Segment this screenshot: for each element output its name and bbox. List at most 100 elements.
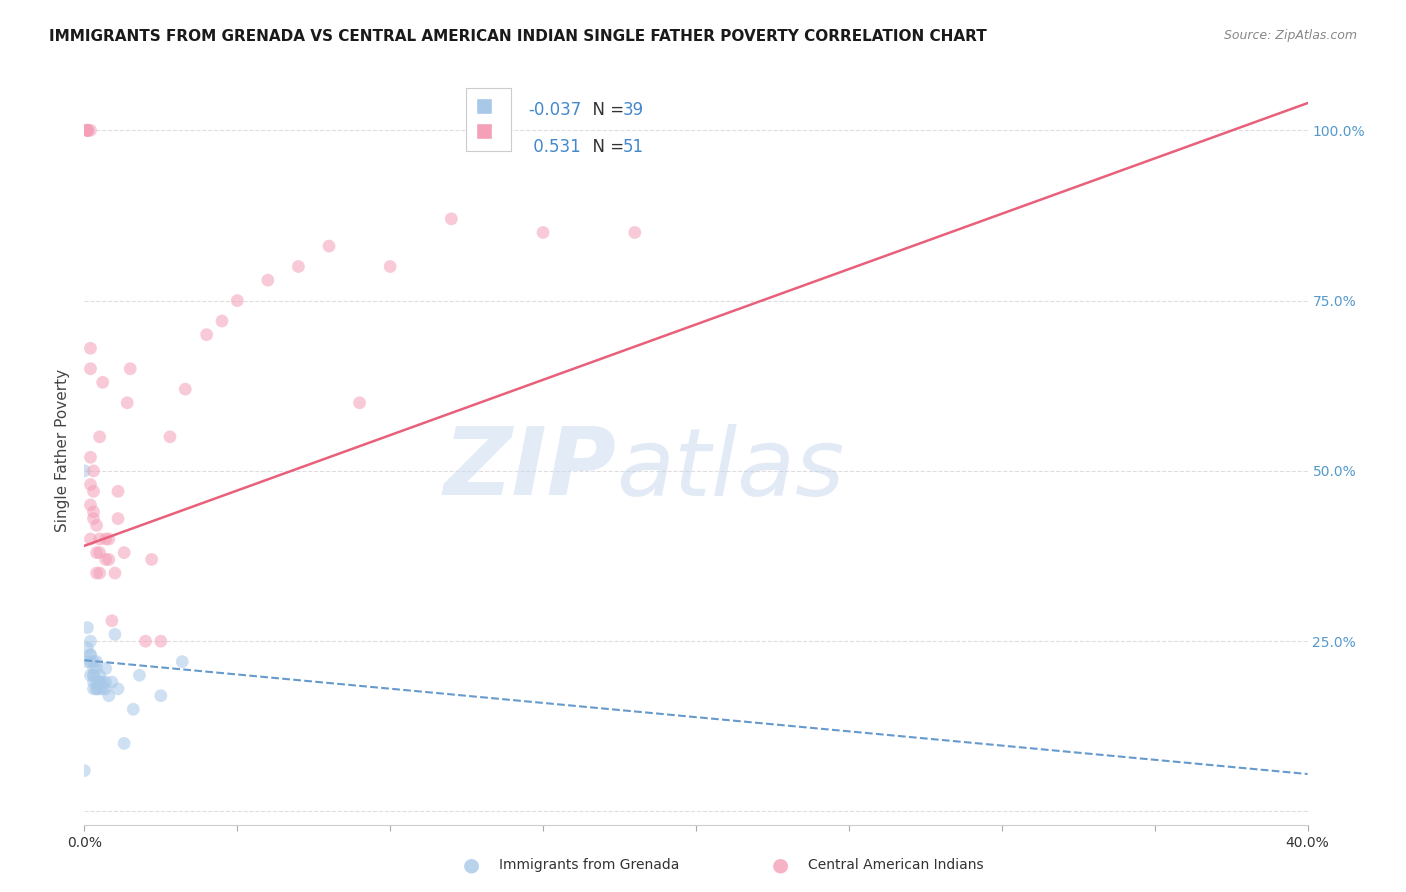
Point	[97, 689, 120, 703]
Text: 39: 39	[623, 101, 644, 119]
Point	[86, 675, 108, 690]
Point	[104, 566, 127, 580]
Point	[79, 123, 101, 137]
Point	[79, 498, 101, 512]
Point	[86, 518, 108, 533]
Point	[79, 648, 101, 662]
Point	[94, 661, 117, 675]
Point	[86, 546, 108, 560]
Point	[86, 681, 108, 696]
Text: 51: 51	[623, 138, 644, 156]
Point	[73, 764, 96, 778]
Point	[89, 532, 111, 546]
Point	[101, 614, 124, 628]
Point	[79, 450, 101, 465]
Point	[112, 736, 135, 750]
Point	[624, 226, 647, 240]
Point	[76, 655, 98, 669]
Text: 0.531: 0.531	[529, 138, 581, 156]
Point	[97, 552, 120, 566]
Point	[79, 668, 101, 682]
Y-axis label: Single Father Poverty: Single Father Poverty	[55, 369, 70, 532]
Point	[76, 123, 98, 137]
Point	[76, 123, 98, 137]
Point	[149, 634, 172, 648]
Point	[76, 621, 98, 635]
Point	[128, 668, 150, 682]
Point	[120, 361, 142, 376]
Point	[149, 689, 172, 703]
Text: ●: ●	[772, 855, 789, 875]
Point	[86, 681, 108, 696]
Point	[440, 211, 463, 226]
Point	[89, 566, 111, 580]
Point	[83, 675, 105, 690]
Point	[89, 675, 111, 690]
Point	[159, 430, 181, 444]
Point	[83, 655, 105, 669]
Text: N =: N =	[582, 138, 630, 156]
Point	[79, 341, 101, 355]
Text: Central American Indians: Central American Indians	[808, 858, 984, 872]
Text: atlas: atlas	[616, 424, 845, 515]
Text: ZIP: ZIP	[443, 423, 616, 516]
Point	[76, 123, 98, 137]
Point	[380, 260, 402, 274]
Point	[83, 464, 105, 478]
Point	[79, 655, 101, 669]
Point	[86, 566, 108, 580]
Point	[91, 675, 114, 690]
Point	[174, 382, 197, 396]
Point	[86, 655, 108, 669]
Text: R =: R =	[482, 101, 517, 119]
Point	[112, 546, 135, 560]
Text: Immigrants from Grenada: Immigrants from Grenada	[499, 858, 679, 872]
Point	[76, 640, 98, 655]
Point	[318, 239, 340, 253]
Point	[195, 327, 218, 342]
Point	[89, 430, 111, 444]
Point	[79, 634, 101, 648]
Point	[83, 661, 105, 675]
Point	[79, 532, 101, 546]
Point	[79, 361, 101, 376]
Text: IMMIGRANTS FROM GRENADA VS CENTRAL AMERICAN INDIAN SINGLE FATHER POVERTY CORRELA: IMMIGRANTS FROM GRENADA VS CENTRAL AMERI…	[49, 29, 987, 44]
Point	[107, 681, 129, 696]
Point	[115, 396, 138, 410]
Point	[79, 477, 101, 491]
Point	[101, 675, 124, 690]
Point	[107, 511, 129, 525]
Text: -0.037: -0.037	[529, 101, 582, 119]
Point	[76, 123, 98, 137]
Point	[89, 681, 111, 696]
Point	[91, 681, 114, 696]
Point	[83, 505, 105, 519]
Point	[141, 552, 163, 566]
Point	[76, 123, 98, 137]
Point	[83, 668, 105, 682]
Point	[531, 226, 554, 240]
Point	[226, 293, 249, 308]
Point	[287, 260, 309, 274]
Text: ●: ●	[463, 855, 479, 875]
Legend: , : ,	[465, 88, 510, 151]
Point	[94, 675, 117, 690]
Text: Source: ZipAtlas.com: Source: ZipAtlas.com	[1223, 29, 1357, 42]
Point	[83, 484, 105, 499]
Point	[94, 681, 117, 696]
Point	[89, 546, 111, 560]
Point	[89, 668, 111, 682]
Point	[73, 464, 96, 478]
Point	[104, 627, 127, 641]
Point	[97, 532, 120, 546]
Point	[83, 681, 105, 696]
Point	[94, 552, 117, 566]
Point	[135, 634, 157, 648]
Point	[122, 702, 145, 716]
Point	[83, 668, 105, 682]
Point	[91, 376, 114, 390]
Point	[211, 314, 233, 328]
Text: N =: N =	[582, 101, 630, 119]
Point	[94, 532, 117, 546]
Text: R =: R =	[482, 138, 517, 156]
